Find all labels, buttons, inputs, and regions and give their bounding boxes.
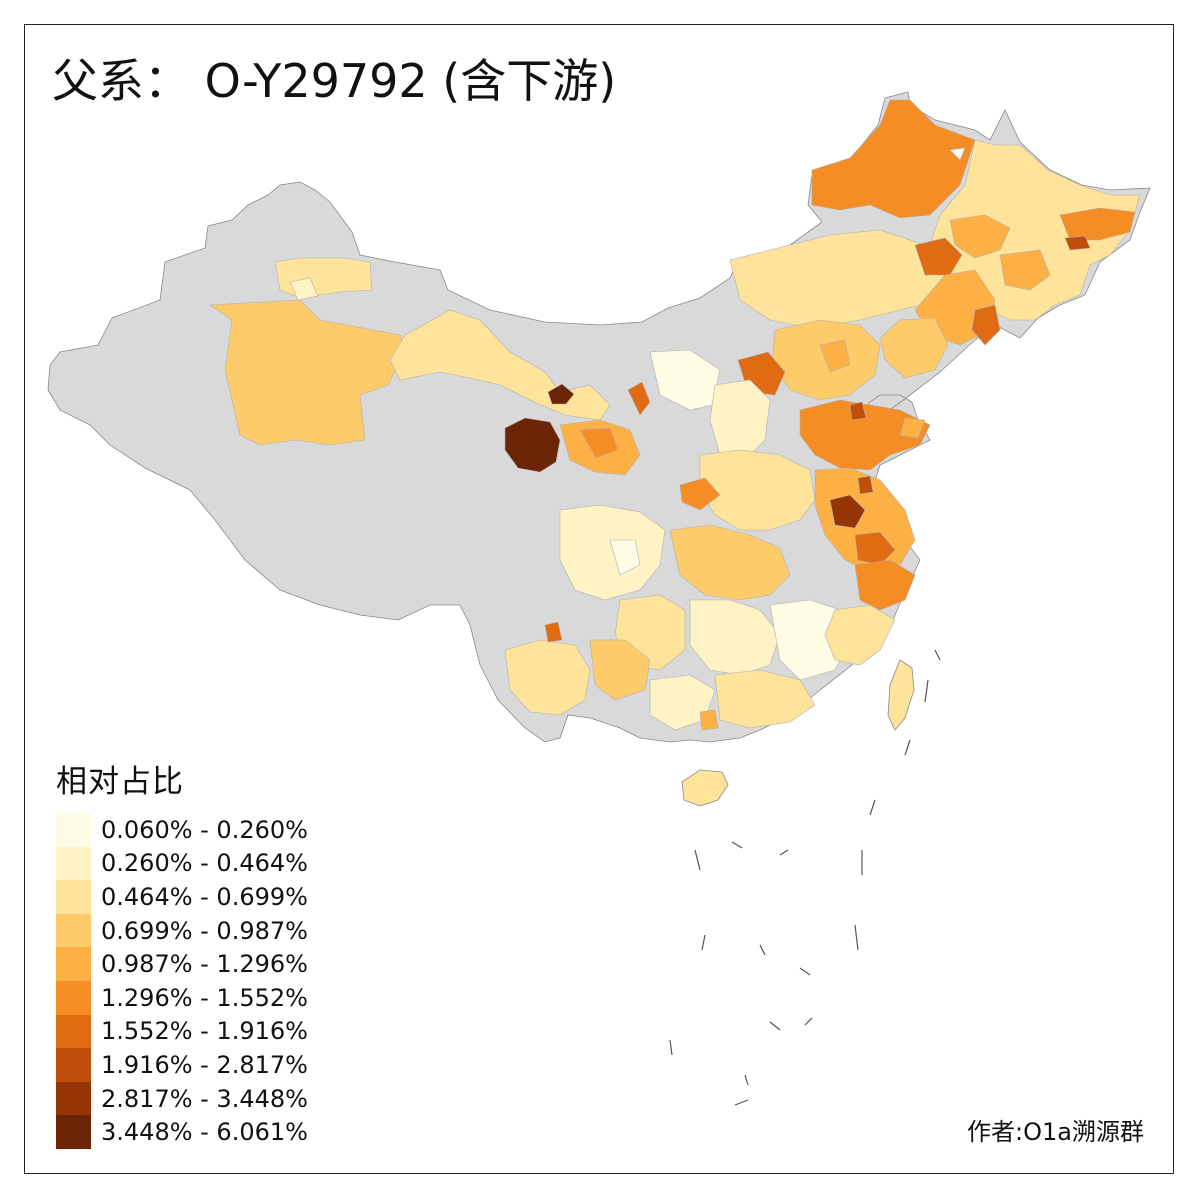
region [209, 299, 406, 446]
legend-swatch [56, 913, 91, 948]
region [589, 639, 651, 701]
region [289, 277, 319, 301]
region [849, 401, 867, 421]
region [679, 477, 721, 511]
south-sea-islands [669, 649, 941, 1106]
legend-label: 0.464% - 0.699% [101, 882, 308, 911]
region [857, 475, 874, 495]
region [714, 669, 816, 729]
legend-row: 0.260% - 0.464% [56, 846, 308, 881]
legend-swatch [56, 880, 91, 914]
legend-swatch [56, 1081, 91, 1116]
region [559, 504, 666, 601]
region [709, 379, 771, 461]
region [579, 427, 619, 459]
region [699, 709, 719, 731]
region [799, 399, 931, 471]
region [914, 237, 963, 276]
legend-row: 3.448% - 6.061% [56, 1115, 308, 1149]
map-title: 父系： O-Y29792 (含下游) [52, 54, 617, 108]
legend-label: 0.699% - 0.987% [101, 916, 308, 945]
hainan-island [681, 769, 729, 807]
legend-label: 1.296% - 1.552% [101, 983, 308, 1012]
region [854, 559, 916, 611]
region [999, 249, 1051, 291]
author-credit: 作者:O1a溯源群 [967, 1118, 1144, 1146]
legend-row: 1.916% - 2.817% [56, 1048, 308, 1082]
region [819, 339, 851, 373]
legend-row: 0.464% - 0.699% [56, 880, 308, 914]
region [547, 383, 575, 405]
legend-row: 0.060% - 0.260% [56, 813, 308, 847]
legend-swatch [56, 947, 91, 981]
legend-row: 0.699% - 0.987% [56, 913, 308, 948]
legend-swatch [56, 980, 91, 1015]
taiwan-island [887, 659, 915, 731]
legend-row: 1.552% - 1.916% [56, 1014, 308, 1049]
region [854, 531, 896, 566]
legend-swatch [56, 1115, 91, 1149]
region [689, 599, 781, 676]
region [824, 604, 896, 666]
region [949, 147, 966, 161]
legend-label: 3.448% - 6.061% [101, 1118, 308, 1147]
legend-row: 0.987% - 1.296% [56, 947, 308, 981]
legend-title: 相对占比 [56, 764, 184, 800]
region [1064, 235, 1091, 251]
legend-label: 0.260% - 0.464% [101, 849, 308, 878]
legend-swatch [56, 813, 91, 847]
region [899, 417, 926, 439]
region [829, 494, 866, 529]
legend-label: 0.060% - 0.260% [101, 815, 308, 844]
legend-row: 2.817% - 3.448% [56, 1081, 308, 1116]
map-frame [24, 24, 1174, 1174]
region [699, 449, 816, 531]
legend-label: 1.552% - 1.916% [101, 1017, 308, 1046]
region [971, 304, 1001, 346]
region [544, 621, 563, 643]
legend-swatch [56, 846, 91, 881]
legend: 相对占比 0.060% - 0.260% 0.260% - 0.464% 0.4… [56, 756, 308, 1149]
region [627, 381, 651, 416]
legend-label: 2.817% - 3.448% [101, 1084, 308, 1113]
choropleth-regions [209, 99, 1141, 731]
legend-label: 1.916% - 2.817% [101, 1050, 308, 1079]
region [609, 539, 641, 576]
legend-label: 0.987% - 1.296% [101, 950, 308, 979]
legend-swatch [56, 1048, 91, 1082]
legend-row: 1.296% - 1.552% [56, 980, 308, 1015]
legend-swatch [56, 1014, 91, 1049]
region [879, 317, 949, 379]
region [504, 417, 561, 473]
region [811, 99, 976, 219]
region [669, 524, 791, 601]
legend-rows: 0.060% - 0.260% 0.260% - 0.464% 0.464% -… [56, 813, 308, 1149]
region [949, 214, 1011, 259]
